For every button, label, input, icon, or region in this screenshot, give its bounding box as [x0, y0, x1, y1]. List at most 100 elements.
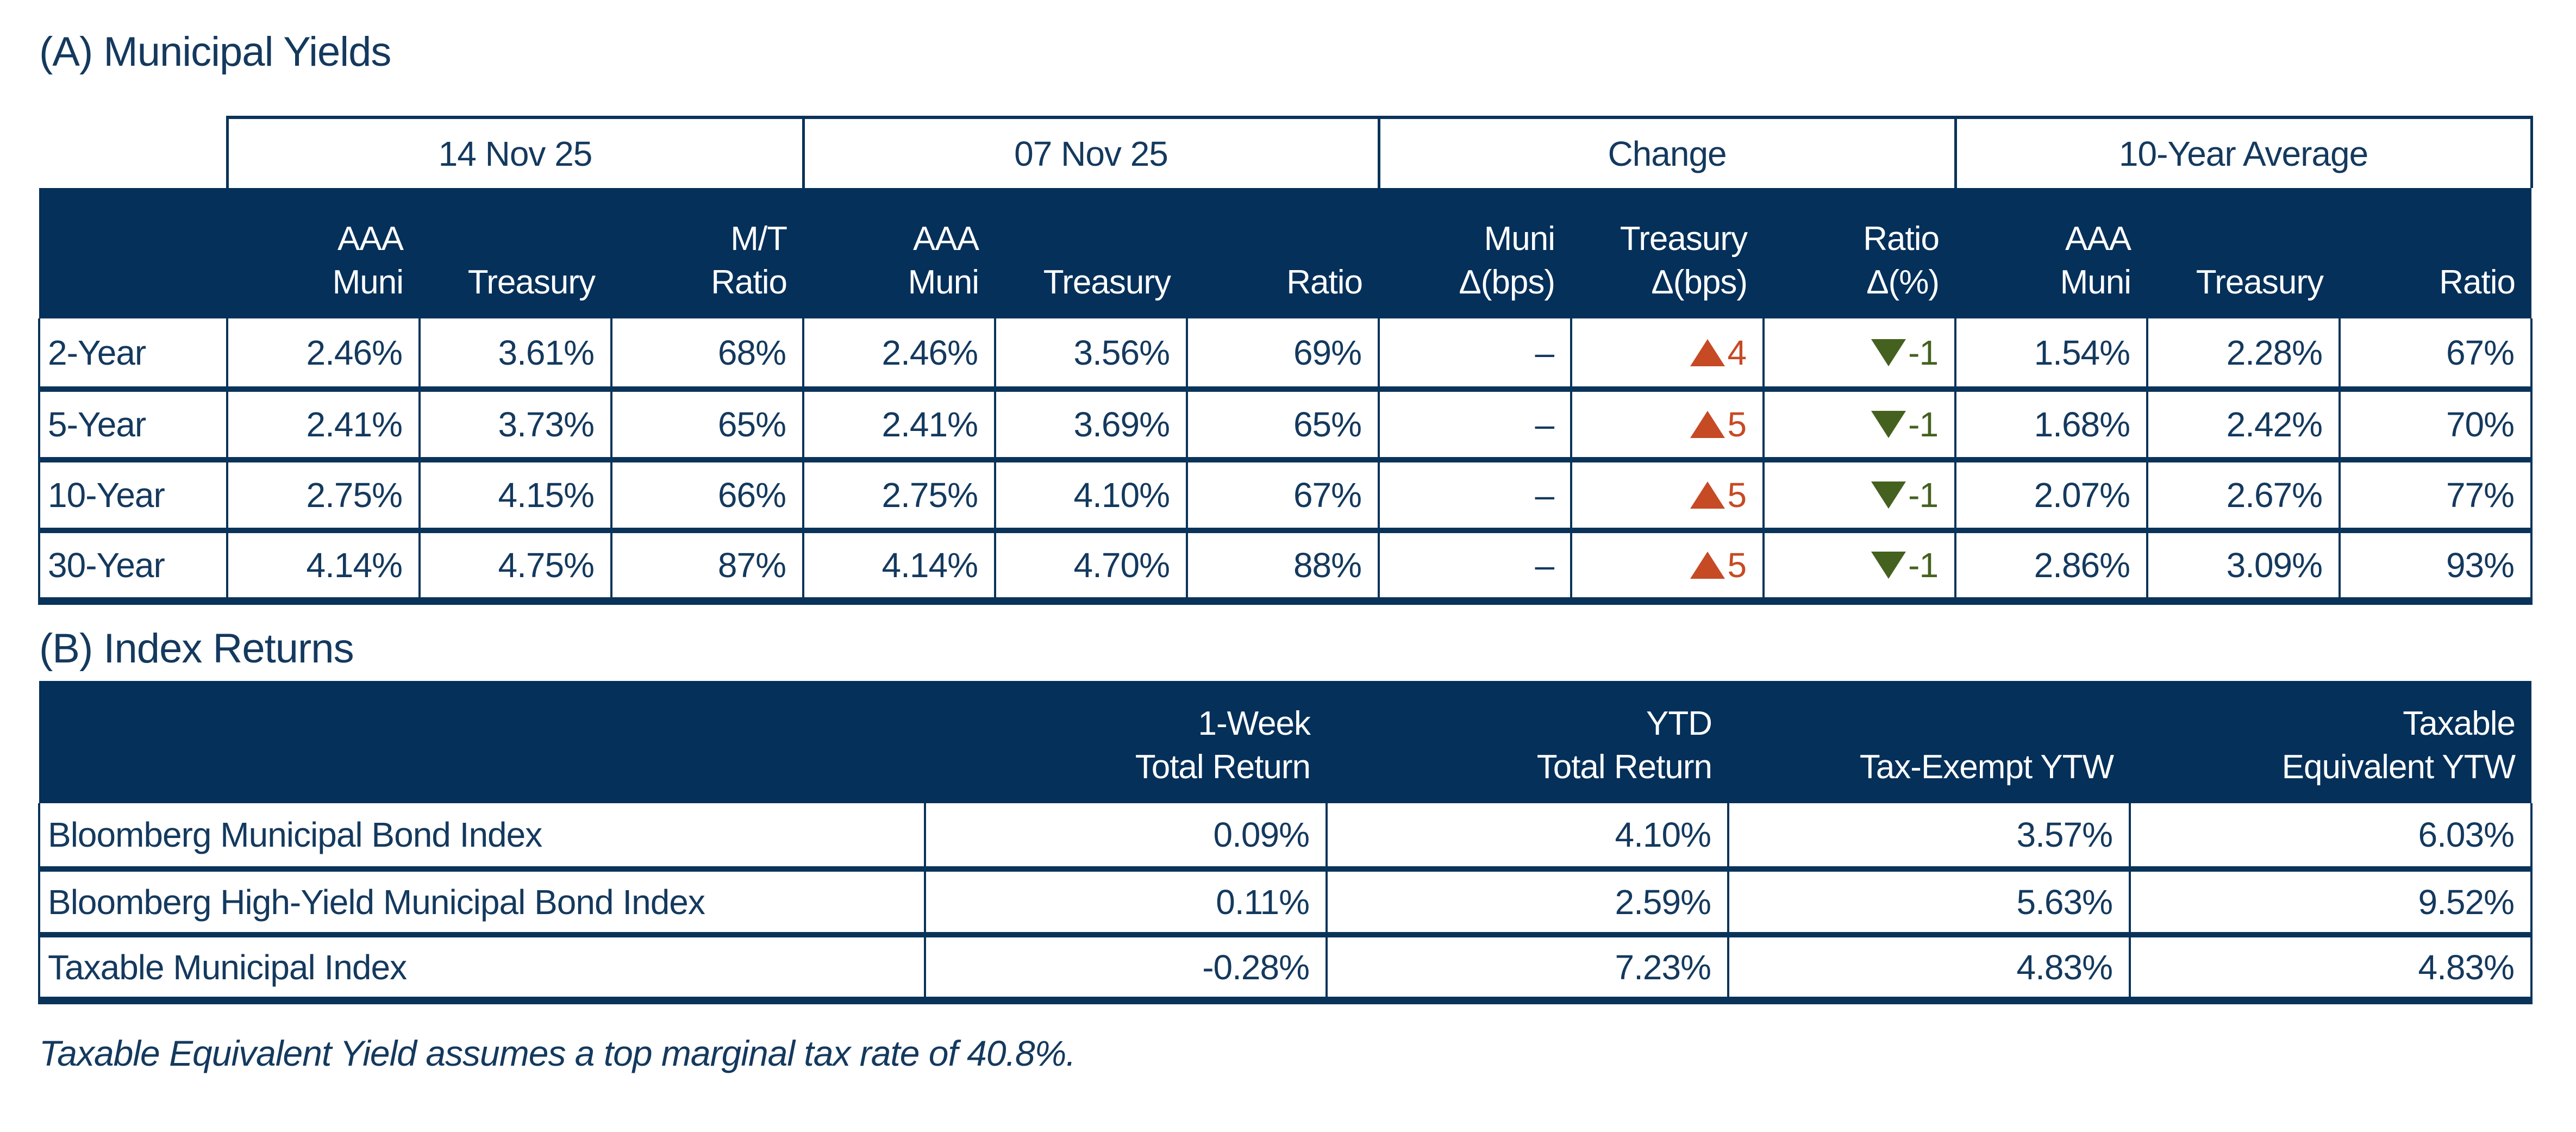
column-header-treasury-delta-bps: Treasury Δ(bps) — [1571, 188, 1764, 318]
section-a-title: (A) Municipal Yields — [39, 29, 391, 75]
section-b-title: (B) Index Returns — [39, 626, 354, 672]
no-change-dash: – — [1535, 333, 1554, 372]
data-cell: 2.59% — [1325, 869, 1729, 937]
data-cell-muni-change: – — [1378, 389, 1573, 462]
column-header-mt-ratio-14nov: M/T Ratio — [611, 188, 804, 318]
data-cell: 6.03% — [2129, 803, 2533, 872]
data-cell: 66% — [610, 460, 805, 533]
triangle-down-icon — [1871, 339, 1906, 366]
data-cell: 65% — [610, 389, 805, 462]
data-cell: 4.10% — [994, 460, 1189, 533]
data-cell-ratio-change: -1 — [1762, 530, 1957, 605]
index-header-row: 1-Week Total Return YTD Total Return Tax-E… — [39, 681, 2531, 803]
triangle-up-icon — [1690, 411, 1725, 438]
data-cell-muni-change: – — [1378, 460, 1573, 533]
column-header-empty — [39, 188, 227, 318]
data-cell: 0.09% — [924, 803, 1328, 872]
data-cell: 4.83% — [2129, 935, 2533, 1004]
data-cell-treasury-change: 5 — [1570, 530, 1765, 605]
table-row-5-year: 5-Year 2.41% 3.73% 65% 2.41% 3.69% 65% –… — [38, 389, 2533, 462]
data-cell: 0.11% — [924, 869, 1328, 937]
row-label: 5-Year — [38, 389, 228, 462]
data-cell: 3.57% — [1727, 803, 2131, 872]
data-cell: 93% — [2339, 530, 2533, 605]
column-header-ratio-10yr: Ratio — [2340, 188, 2532, 318]
table-row-bloomberg-municipal-bond-index: Bloomberg Municipal Bond Index 0.09% 4.1… — [38, 803, 2533, 872]
data-cell: 3.73% — [418, 389, 612, 462]
data-cell: 4.75% — [418, 530, 612, 605]
data-cell: 7.23% — [1325, 935, 1729, 1004]
column-header-aaa-muni-10yr: AAA Muni — [1955, 188, 2148, 318]
data-cell: 2.07% — [1954, 460, 2149, 533]
data-cell: 68% — [610, 318, 805, 392]
municipal-yields-table: 14 Nov 25 07 Nov 25 Change 10-Year Avera… — [38, 116, 2533, 605]
triangle-down-icon — [1871, 411, 1906, 438]
index-returns-table: 1-Week Total Return YTD Total Return Tax-E… — [38, 681, 2533, 1004]
data-cell: 87% — [610, 530, 805, 605]
row-label: 10-Year — [38, 460, 228, 533]
data-cell-treasury-change: 5 — [1570, 460, 1765, 533]
column-header-ratio-07nov: Ratio — [1187, 188, 1379, 318]
group-header-14-nov-25: 14 Nov 25 — [226, 116, 805, 188]
data-cell-ratio-change: -1 — [1762, 318, 1957, 392]
column-header-row: AAA Muni Treasury M/T Ratio AAA Muni Treasu… — [39, 188, 2532, 318]
table-row-bloomberg-high-yield-municipal-bond-index: Bloomberg High-Yield Municipal Bond Inde… — [38, 869, 2533, 937]
group-header-spacer — [39, 117, 227, 188]
data-cell-muni-change: – — [1378, 530, 1573, 605]
row-label: 30-Year — [38, 530, 228, 605]
data-cell-treasury-change: 5 — [1570, 389, 1765, 462]
column-header-1-week-total-return: 1-Week Total Return — [925, 681, 1327, 803]
row-label: Bloomberg High-Yield Municipal Bond Inde… — [38, 869, 926, 937]
group-header-row: 14 Nov 25 07 Nov 25 Change 10-Year Avera… — [39, 116, 2533, 188]
data-cell: 88% — [1186, 530, 1380, 605]
data-cell: 77% — [2339, 460, 2533, 533]
column-header-treasury-14nov: Treasury — [420, 188, 611, 318]
data-cell: 4.83% — [1727, 935, 2131, 1004]
data-cell: 9.52% — [2129, 869, 2533, 937]
data-cell: 2.67% — [2146, 460, 2341, 533]
row-label: Taxable Municipal Index — [38, 935, 926, 1004]
no-change-dash: – — [1535, 546, 1554, 585]
data-cell: 2.75% — [226, 460, 421, 533]
data-cell: 4.14% — [802, 530, 997, 605]
data-cell: 2.28% — [2146, 318, 2341, 392]
data-cell: 3.69% — [994, 389, 1189, 462]
data-cell: 70% — [2339, 389, 2533, 462]
footnote: Taxable Equivalent Yield assumes a top m… — [39, 1033, 1076, 1073]
data-cell: 3.56% — [994, 318, 1189, 392]
data-cell: 1.54% — [1954, 318, 2149, 392]
table-row-2-year: 2-Year 2.46% 3.61% 68% 2.46% 3.56% 69% –… — [38, 318, 2533, 392]
data-cell: 67% — [2339, 318, 2533, 392]
data-cell: 5.63% — [1727, 869, 2131, 937]
group-header-07-nov-25: 07 Nov 25 — [802, 116, 1380, 188]
column-header-treasury-07nov: Treasury — [995, 188, 1187, 318]
data-cell-treasury-change: 4 — [1570, 318, 1765, 392]
triangle-down-icon — [1871, 481, 1906, 509]
data-cell: 2.42% — [2146, 389, 2341, 462]
triangle-down-icon — [1871, 552, 1906, 579]
data-cell: 2.41% — [226, 389, 421, 462]
data-cell: 4.14% — [226, 530, 421, 605]
column-header-treasury-10yr: Treasury — [2147, 188, 2340, 318]
no-change-dash: – — [1535, 476, 1554, 515]
column-header-muni-delta-bps: Muni Δ(bps) — [1379, 188, 1572, 318]
triangle-up-icon — [1690, 552, 1725, 579]
column-header-taxable-equivalent-ytw: Taxable Equivalent YTW — [2130, 681, 2531, 803]
data-cell-ratio-change: -1 — [1762, 460, 1957, 533]
data-cell-muni-change: – — [1378, 318, 1573, 392]
data-cell: 67% — [1186, 460, 1380, 533]
data-cell: 2.75% — [802, 460, 997, 533]
data-cell: 2.46% — [226, 318, 421, 392]
data-cell: 4.15% — [418, 460, 612, 533]
row-label: 2-Year — [38, 318, 228, 392]
data-cell: -0.28% — [924, 935, 1328, 1004]
row-label: Bloomberg Municipal Bond Index — [38, 803, 926, 872]
data-cell: 65% — [1186, 389, 1380, 462]
column-header-ratio-delta-pct: Ratio Δ(%) — [1764, 188, 1956, 318]
column-header-aaa-muni-07nov: AAA Muni — [803, 188, 996, 318]
no-change-dash: – — [1535, 405, 1554, 444]
column-header-aaa-muni-14nov: AAA Muni — [227, 188, 420, 318]
table-row-10-year: 10-Year 2.75% 4.15% 66% 2.75% 4.10% 67% … — [38, 460, 2533, 533]
data-cell: 4.10% — [1325, 803, 1729, 872]
